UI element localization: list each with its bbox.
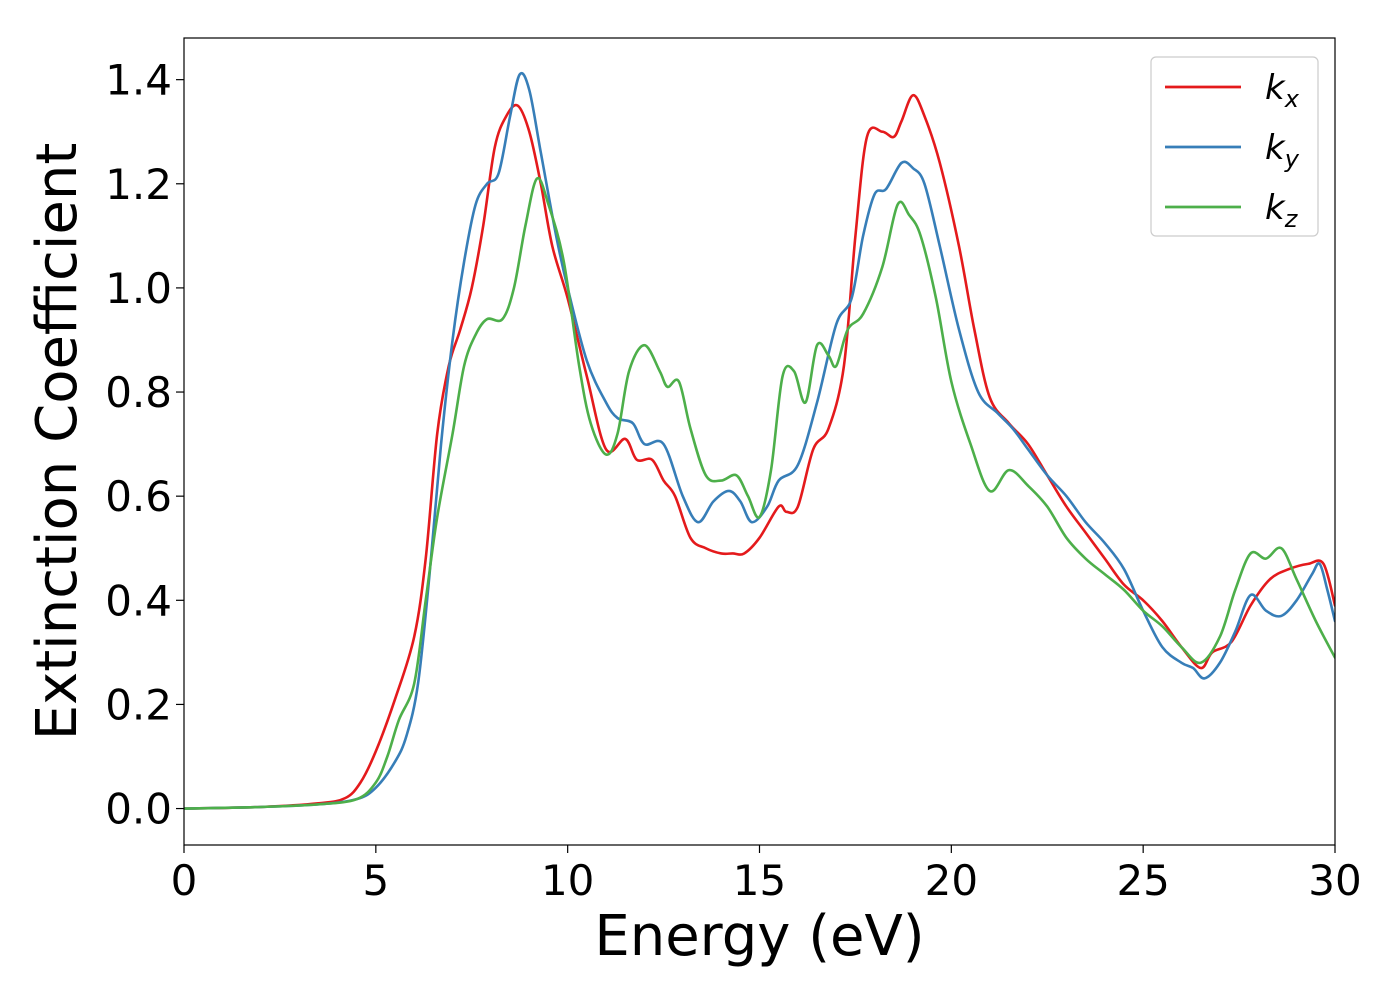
- y-tick-label: 0.8: [105, 368, 172, 417]
- y-axis-title: Extinction Coefficient: [25, 143, 90, 741]
- y-tick-label: 1.2: [105, 160, 172, 209]
- legend-label-ky: ky: [1265, 128, 1300, 173]
- x-tick-label: 10: [541, 856, 594, 905]
- x-axis: 0 5 10 15 20 25 30: [171, 845, 1362, 905]
- x-tick-label: 25: [1116, 856, 1169, 905]
- y-tick-label: 1.4: [105, 56, 172, 105]
- series-line-kx: [184, 93, 1335, 810]
- y-tick-label: 0.0: [105, 785, 172, 834]
- series-layer: [184, 71, 1335, 810]
- y-tick-label: 0.2: [105, 680, 172, 729]
- x-axis-title: Energy (eV): [594, 904, 924, 969]
- series-line-kz: [184, 176, 1335, 810]
- x-tick-label: 0: [171, 856, 198, 905]
- series-line-ky: [184, 71, 1335, 810]
- y-tick-label: 0.4: [105, 576, 172, 625]
- legend-label-kx: kx: [1265, 68, 1300, 113]
- legend-label-kz: kz: [1265, 188, 1299, 233]
- y-tick-label: 0.6: [105, 472, 172, 521]
- legend: kx ky kz: [1150, 56, 1319, 237]
- x-tick-label: 15: [733, 856, 786, 905]
- y-tick-label: 1.0: [105, 264, 172, 313]
- x-tick-label: 5: [362, 856, 389, 905]
- x-tick-label: 20: [925, 856, 978, 905]
- y-axis: 0.0 0.2 0.4 0.6 0.8 1.0 1.2 1.4: [105, 56, 184, 834]
- x-tick-label: 30: [1308, 856, 1361, 905]
